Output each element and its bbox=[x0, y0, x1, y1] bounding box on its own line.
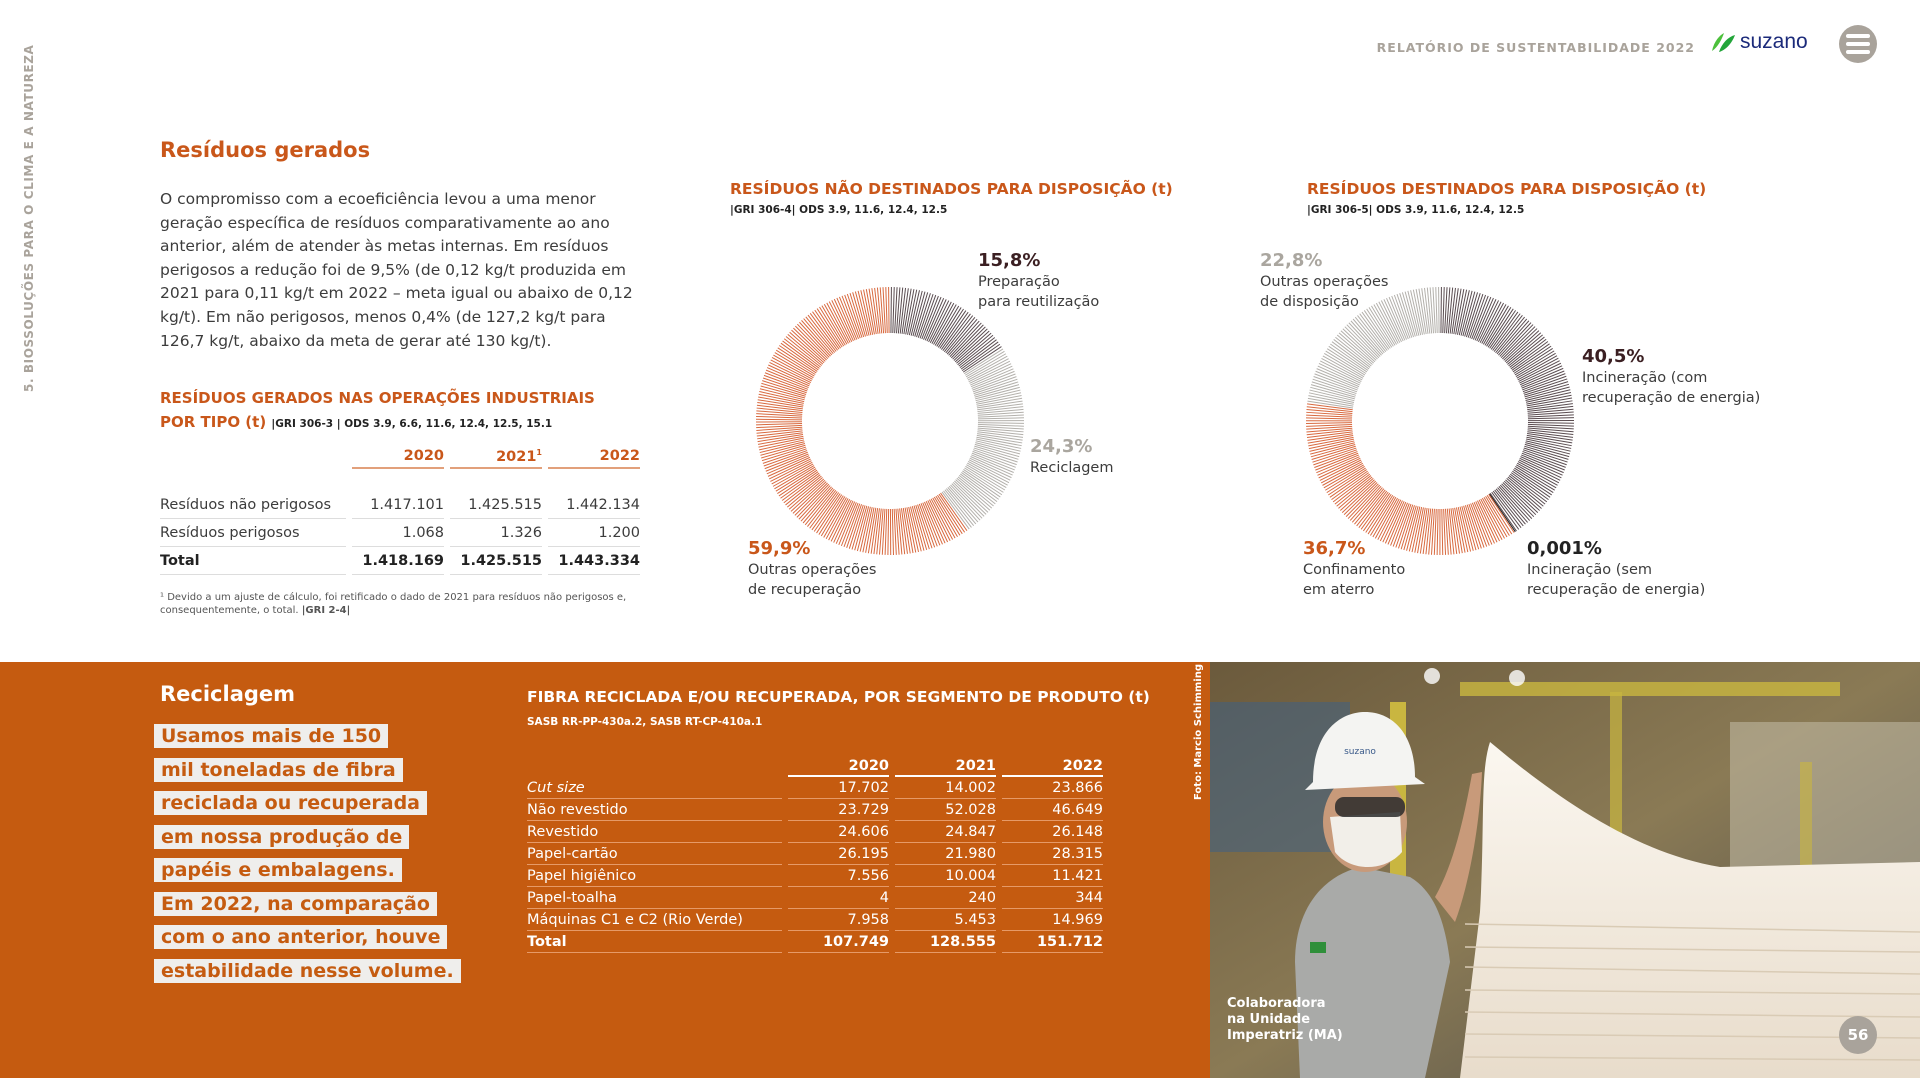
fiber-table-title: FIBRA RECICLADA E/OU RECUPERADA, POR SEG… bbox=[527, 688, 1150, 706]
highlight-line: Em 2022, na comparação bbox=[154, 891, 437, 916]
highlight-line: com o ano anterior, houve bbox=[154, 925, 448, 949]
waste-table: 2020 20211 2022 Resíduos não perigosos 1.… bbox=[154, 444, 646, 575]
recycling-highlight: Usamos mais de 150 mil toneladas de fibra… bbox=[154, 720, 461, 988]
highlight-line: mil toneladas de fibra bbox=[154, 757, 403, 782]
table-row: Não revestido 23.729 52.028 46.649 bbox=[527, 799, 1103, 821]
donut-slice-1 bbox=[941, 348, 1025, 530]
hamburger-menu-icon[interactable] bbox=[1839, 25, 1877, 63]
col-2022: 2022 bbox=[1002, 756, 1103, 777]
chart1-subtitle: |GRI 306-4| ODS 3.9, 11.6, 12.4, 12.5 bbox=[730, 204, 948, 216]
table-row-total: Total 107.749 128.555 151.712 bbox=[527, 931, 1103, 953]
waste-table-title-line2: POR TIPO (t) bbox=[160, 413, 267, 431]
chart2-label-incineration-recovery: 40,5% Incineração (com recuperação de ener… bbox=[1582, 346, 1761, 406]
chart1-label-other-recovery: 59,9% Outras operações de recuperação bbox=[748, 538, 877, 598]
table-row: Papel higiênico 7.556 10.004 11.421 bbox=[527, 865, 1103, 887]
chart1-label-reuse: 15,8% Preparação para reutilização bbox=[978, 250, 1100, 310]
waste-table-refs: |GRI 306-3 | ODS 3.9, 6.6, 11.6, 12.4, 1… bbox=[271, 418, 553, 430]
table-row: Cut size 17.702 14.002 23.866 bbox=[527, 777, 1103, 799]
chart1-title: RESÍDUOS NÃO DESTINADOS PARA DISPOSIÇÃO … bbox=[730, 180, 1173, 198]
section-paragraph: O compromisso com a ecoeficiência levou … bbox=[160, 190, 633, 350]
table-row: Resíduos perigosos 1.068 1.326 1.200 bbox=[160, 519, 640, 547]
table-row: Papel-cartão 26.195 21.980 28.315 bbox=[527, 843, 1103, 865]
table-row-total: Total 1.418.169 1.425.515 1.443.334 bbox=[160, 547, 640, 575]
report-title: RELATÓRIO DE SUSTENTABILIDADE 2022 bbox=[1376, 40, 1695, 55]
waste-table-title: RESÍDUOS GERADOS NAS OPERAÇÕES INDUSTRIA… bbox=[160, 386, 595, 436]
donut-chart-not-disposed bbox=[756, 287, 1025, 556]
col-2021: 2021 bbox=[895, 756, 996, 777]
page-number: 56 bbox=[1839, 1016, 1877, 1054]
chart2-title: RESÍDUOS DESTINADOS PARA DISPOSIÇÃO (t) bbox=[1307, 180, 1707, 198]
donut-slice-0 bbox=[1440, 287, 1575, 532]
fiber-table-refs: SASB RR-PP-430a.2, SASB RT-CP-410a.1 bbox=[527, 716, 763, 728]
table-row: Máquinas C1 e C2 (Rio Verde) 7.958 5.453 14… bbox=[527, 909, 1103, 931]
chart2-label-other-disposal: 22,8% Outras operações de disposição bbox=[1260, 250, 1389, 310]
waste-table-title-line1: RESÍDUOS GERADOS NAS OPERAÇÕES INDUSTRIA… bbox=[160, 389, 595, 407]
fiber-table: 2020 2021 2022 Cut size 17.702 14.002 23.86… bbox=[521, 756, 1109, 953]
section-title: Resíduos gerados bbox=[160, 138, 371, 162]
chart2-label-incineration-no-recovery: 0,001% Incineração (sem recuperação de ene… bbox=[1527, 538, 1706, 598]
worker-photo: suzano bbox=[1210, 662, 1920, 1078]
photo-caption: Colaboradora na Unidade Imperatriz (MA) bbox=[1227, 996, 1343, 1043]
donut-slice-3 bbox=[1307, 287, 1440, 409]
suzano-logo[interactable]: suzano bbox=[1710, 30, 1808, 54]
chart2-label-landfill: 36,7% Confinamento em aterro bbox=[1303, 538, 1406, 598]
highlight-line: papéis e embalagens. bbox=[154, 858, 402, 882]
donut-slice-2 bbox=[1305, 403, 1515, 556]
table-row: Revestido 24.606 24.847 26.148 bbox=[527, 821, 1103, 843]
photo-credit: Foto: Marcio Schimming bbox=[1193, 664, 1204, 800]
highlight-line: Usamos mais de 150 bbox=[154, 724, 389, 748]
chart2-header: RESÍDUOS DESTINADOS PARA DISPOSIÇÃO (t) … bbox=[1307, 180, 1706, 216]
col-2020: 2020 bbox=[352, 444, 444, 469]
table-row: Papel-toalha 4 240 344 bbox=[527, 887, 1103, 909]
donut-chart-disposed bbox=[1305, 287, 1575, 556]
helmet-logo-text: suzano bbox=[1344, 747, 1376, 757]
chart1-header: RESÍDUOS NÃO DESTINADOS PARA DISPOSIÇÃO … bbox=[730, 180, 1173, 216]
highlight-line: reciclada ou recuperada bbox=[154, 791, 428, 815]
highlight-line: em nossa produção de bbox=[154, 824, 410, 849]
recycling-title: Reciclagem bbox=[160, 682, 296, 706]
donut-slice-2 bbox=[756, 287, 968, 556]
brand-name: suzano bbox=[1740, 30, 1808, 53]
table-row: Resíduos não perigosos 1.417.101 1.425.515… bbox=[160, 491, 640, 519]
chart2-subtitle: |GRI 306-5| ODS 3.9, 11.6, 12.4, 12.5 bbox=[1307, 204, 1525, 216]
chart1-label-recycling: 24,3% Reciclagem bbox=[1030, 436, 1114, 476]
col-2021: 20211 bbox=[450, 444, 542, 469]
leaf-logo-icon bbox=[1712, 33, 1735, 52]
donut-slice-0 bbox=[890, 287, 1002, 373]
waste-table-footnote: ¹ Devido a um ajuste de cálculo, foi ret… bbox=[160, 592, 627, 616]
highlight-line: estabilidade nesse volume. bbox=[154, 958, 461, 983]
col-2022: 2022 bbox=[548, 444, 640, 469]
chapter-side-label: 5. BIOSSOLUÇÕES PARA O CLIMA E A NATUREZ… bbox=[22, 44, 36, 392]
col-2020: 2020 bbox=[788, 756, 889, 777]
donut-slice-1 bbox=[1489, 493, 1516, 533]
